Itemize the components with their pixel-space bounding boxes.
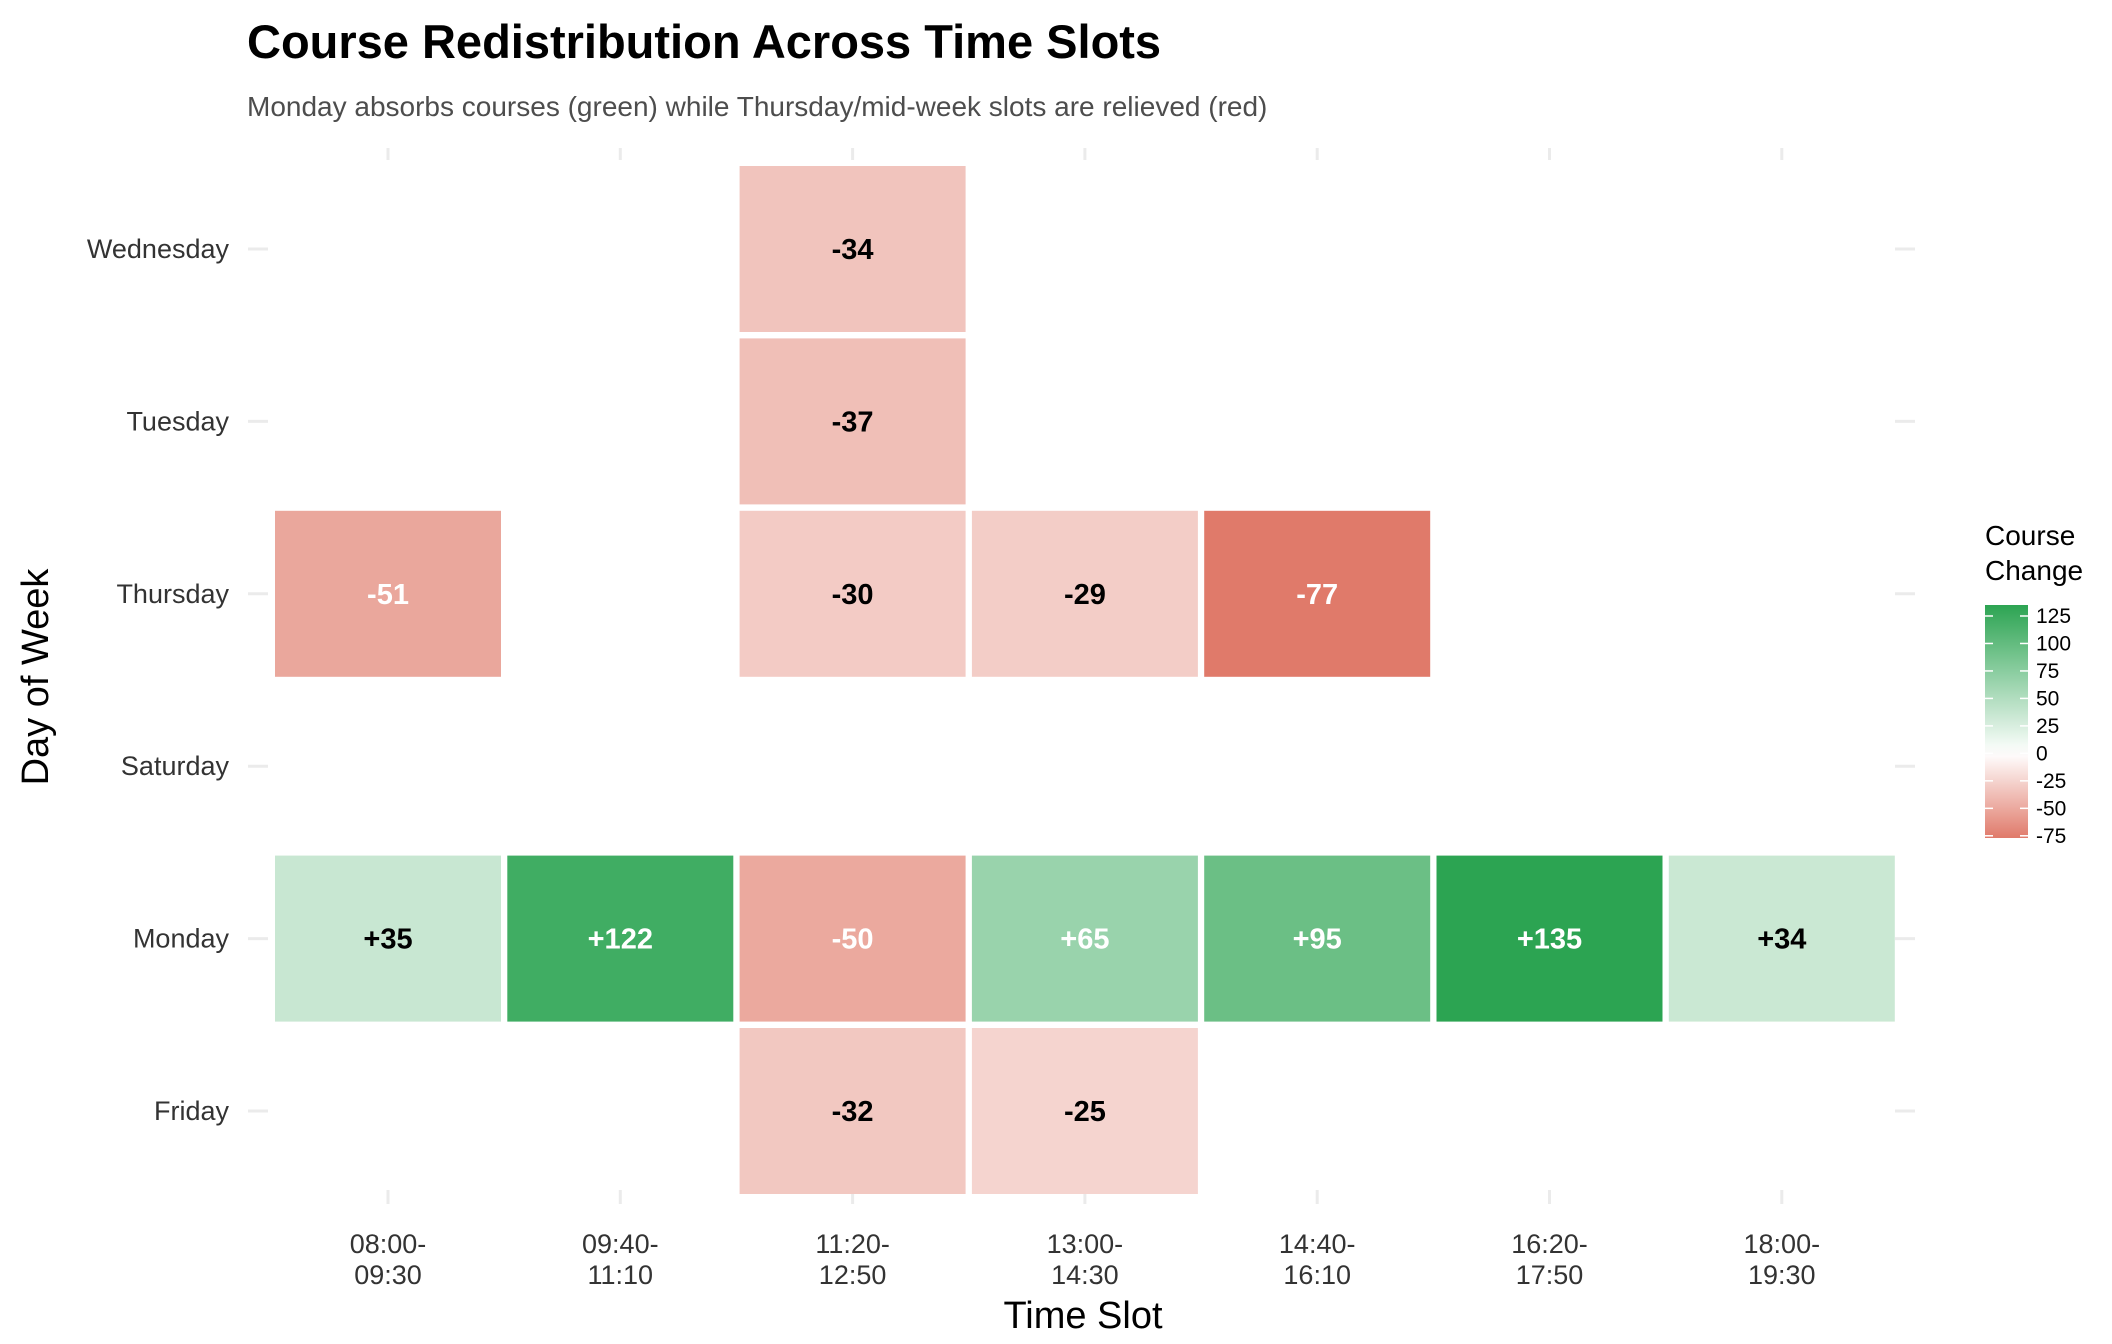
legend-tick-label: 0 [2036,742,2048,765]
x-axis: 08:00-09:30 09:40-11:10 11:20-12:50 13:00-1… [350,1229,1820,1290]
y-tick-label: Saturday [121,751,230,781]
legend-tick-label: -75 [2036,825,2066,848]
heatmap-cell: -29 [971,510,1198,677]
heatmap-cell-rect [507,855,734,1022]
heatmap-cell-rect [275,510,501,677]
heatmap-cell: -37 [739,338,966,505]
cell-value-label: +95 [1293,924,1342,956]
chart-subtitle: Monday absorbs courses (green) while Thu… [247,91,1267,122]
heatmap-cell-rect [971,855,1198,1022]
heatmap-cell: +122 [507,855,734,1022]
x-tick-label: 11:20-12:50 [815,1229,890,1290]
cell-value-label: -51 [367,579,409,611]
heatmap-cell-rect [739,166,966,332]
cell-value-label: +135 [1517,924,1582,956]
heatmap-cell: +65 [971,855,1198,1022]
x-axis-title: Time Slot [1003,1295,1163,1337]
cell-value-label: -30 [832,579,874,611]
heatmap-cells: -34 -37 -51 -30 -29 -77 +35 +122 -50 +65 +95 +135 +3… [275,166,1895,1194]
heatmap-cell: -51 [275,510,501,677]
cell-value-label: -34 [832,234,874,266]
cell-value-label: -37 [832,406,874,438]
heatmap-cell: +135 [1436,855,1663,1022]
y-tick-label: Thursday [116,579,229,609]
x-tick-label: 13:00-14:30 [1047,1229,1124,1290]
heatmap-cell: +35 [275,855,501,1022]
heatmap-cell: +95 [1204,855,1431,1022]
cell-value-label: -32 [832,1096,874,1128]
heatmap-cell-rect [739,338,966,505]
x-tick-label: 08:00-09:30 [350,1229,427,1290]
legend-tick-label: -50 [2036,797,2066,820]
legend-tick-label: 100 [2036,632,2071,655]
x-tick-label: 18:00-19:30 [1744,1229,1821,1290]
cell-value-label: -25 [1064,1096,1106,1128]
heatmap-cell-rect [1668,855,1895,1022]
heatmap-cell-rect [275,855,501,1022]
heatmap-cell: -25 [971,1028,1198,1194]
heatmap-cell: -34 [739,166,966,332]
y-axis-title: Day of Week [15,568,57,786]
legend-tick-label: 25 [2036,715,2059,738]
heatmap-cell-rect [1204,855,1431,1022]
x-tick-label: 16:20-17:50 [1511,1229,1588,1290]
y-tick-label: Friday [154,1096,230,1126]
heatmap-cell-rect [739,510,966,677]
cell-value-label: -29 [1064,579,1106,611]
legend-title: Course Change [1985,520,2083,586]
y-tick-label: Tuesday [126,406,229,436]
heatmap-cell-rect [971,510,1198,677]
legend-tick-label: 50 [2036,687,2059,710]
y-axis: Wednesday Tuesday Thursday Saturday Monday Fr… [87,234,230,1126]
y-tick-label: Wednesday [87,234,230,264]
heatmap-cell: -30 [739,510,966,677]
heatmap-cell-rect [1436,855,1663,1022]
legend-color-bar [1985,605,2028,838]
heatmap-cell: -77 [1204,510,1431,677]
cell-value-label: +65 [1060,924,1109,956]
heatmap-cell-rect [1204,510,1431,677]
heatmap-cell-rect [739,855,966,1022]
heatmap-cell-rect [739,1028,966,1194]
x-tick-label: 14:40-16:10 [1279,1229,1356,1290]
heatmap-cell-rect [971,1028,1198,1194]
heatmap-cell: +34 [1668,855,1895,1022]
legend-tick-label: 75 [2036,660,2059,683]
cell-value-label: -50 [832,924,874,956]
cell-value-label: -77 [1296,579,1338,611]
cell-value-label: +35 [363,924,412,956]
legend-tick-label: -25 [2036,770,2066,793]
legend-tick-label: 125 [2036,605,2071,628]
heatmap-cell: -50 [739,855,966,1022]
color-legend: Course Change 125 100 75 50 25 0 -25 -50 -75 [1985,520,2083,848]
chart-title: Course Redistribution Across Time Slots [247,15,1161,68]
y-tick-label: Monday [133,924,230,954]
cell-value-label: +122 [588,924,653,956]
heatmap-cell: -32 [739,1028,966,1194]
x-tick-label: 09:40-11:10 [582,1229,659,1290]
cell-value-label: +34 [1757,924,1806,956]
